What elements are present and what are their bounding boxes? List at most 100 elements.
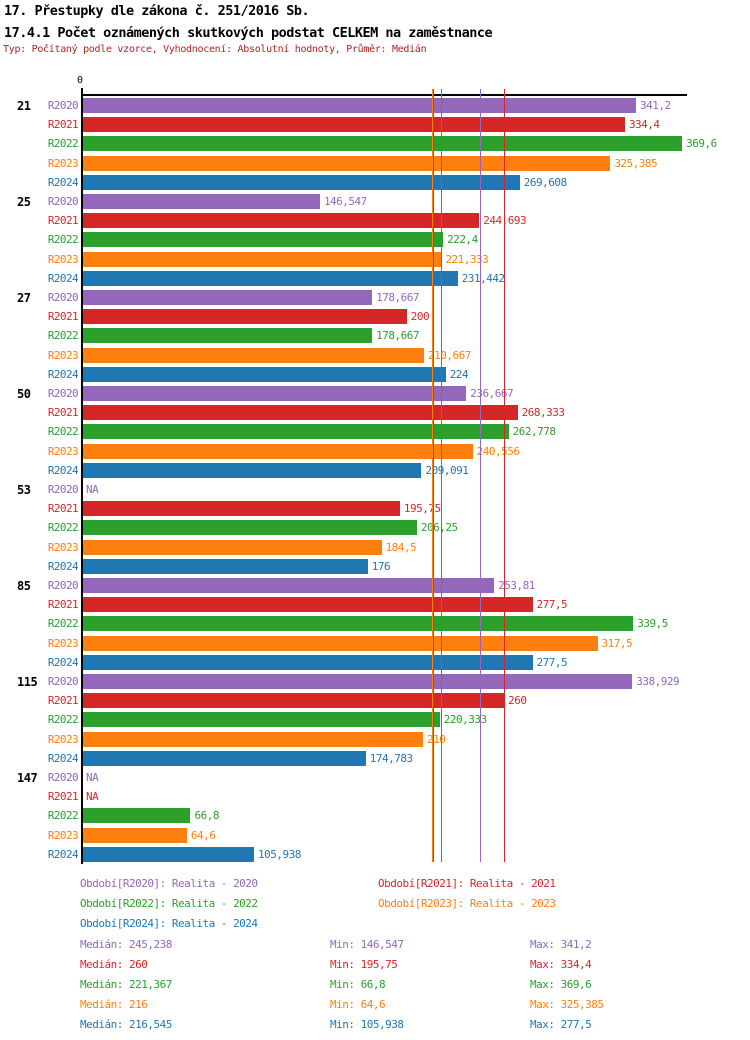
bar-row: R2022 178,667: [0, 326, 750, 345]
series-label: R2020: [47, 291, 79, 305]
stat-median-R2023: Medián: 216: [80, 998, 148, 1011]
value-label: 210: [426, 732, 446, 746]
stat-min-R2024: Min: 105,938: [330, 1018, 404, 1031]
stat-min-R2022: Min: 66,8: [330, 978, 386, 991]
bar-R2023: [82, 731, 423, 747]
value-label: 200: [410, 310, 430, 324]
value-label: 206,25: [420, 521, 458, 535]
series-label: R2024: [47, 367, 79, 381]
series-label: R2023: [47, 444, 79, 458]
bar-group-53: 53 R2020 NA R2021 195,75 R2022 206,25 R2023 184,…: [0, 480, 750, 576]
legend-entry-R2023: Období[R2023]: Realita - 2023: [378, 897, 556, 910]
series-label: R2022: [47, 329, 79, 343]
bar-R2023: [82, 251, 442, 267]
series-label: R2020: [47, 579, 79, 593]
bar-row: R2021 244,693: [0, 211, 750, 230]
series-label: R2021: [47, 214, 79, 228]
value-label: 178,667: [376, 291, 419, 305]
bar-row: R2024 209,091: [0, 461, 750, 480]
bar-row: R2022 369,6: [0, 134, 750, 153]
value-label: 369,6: [686, 137, 717, 151]
stat-median-R2022: Medián: 221,367: [80, 978, 172, 991]
bar-row: R2022 220,333: [0, 710, 750, 729]
category-label: 27: [17, 290, 31, 305]
series-label: R2024: [47, 847, 79, 861]
value-label: 236,667: [470, 387, 514, 401]
bar-row: R2021 NA: [0, 787, 750, 806]
bar-row: R2024 176: [0, 557, 750, 576]
bar-R2022: [82, 136, 683, 152]
bar-group-147: 147 R2020 NA R2021 NA R2022 66,8 R2023 64,6 R2024…: [0, 768, 750, 864]
bar-R2023: [82, 827, 187, 843]
series-label: R2024: [47, 751, 79, 765]
bar-group-85: 85 R2020 253,81 R2021 277,5 R2022 339,5 R2023 31…: [0, 576, 750, 672]
value-label: 268,333: [521, 406, 565, 420]
bar-row: 53 R2020 NA: [0, 480, 750, 499]
series-label: R2021: [47, 598, 79, 612]
stat-min-R2021: Min: 195,75: [330, 958, 398, 971]
value-label: 240,556: [476, 444, 520, 458]
value-label: 146,547: [323, 195, 367, 209]
series-label: R2020: [47, 771, 79, 785]
value-label: NA: [86, 790, 99, 804]
bar-R2023: [82, 443, 473, 459]
value-label: 262,778: [512, 425, 556, 439]
series-label: R2023: [47, 732, 79, 746]
bar-R2022: [82, 712, 440, 728]
legend-entry-R2020: Období[R2020]: Realita - 2020: [80, 877, 258, 890]
value-label: 209,091: [425, 463, 469, 477]
series-label: R2020: [47, 195, 79, 209]
series-label: R2024: [47, 655, 79, 669]
category-label: 50: [17, 386, 31, 401]
value-label: 231,442: [461, 271, 505, 285]
value-label: 224: [449, 367, 469, 381]
bar-group-21: 21 R2020 341,2 R2021 334,4 R2022 369,6 R2023 325…: [0, 96, 750, 192]
bar-row: R2023 210: [0, 730, 750, 749]
value-label: 334,4: [628, 118, 660, 132]
category-label: 85: [17, 578, 31, 593]
series-label: R2022: [47, 233, 79, 247]
bar-row: R2021 200: [0, 307, 750, 326]
value-label: 66,8: [194, 809, 219, 823]
value-label: 220,333: [443, 713, 487, 727]
median-line-R2024: [433, 89, 435, 862]
value-label: 222,4: [447, 233, 478, 247]
bar-row: R2022 262,778: [0, 422, 750, 441]
series-label: R2024: [47, 463, 79, 477]
bar-R2022: [82, 616, 634, 632]
value-label: 105,938: [258, 847, 301, 861]
series-label: R2021: [47, 118, 79, 132]
stat-max-R2020: Max: 341,2: [530, 938, 592, 951]
bar-R2021: [82, 405, 518, 421]
series-label: R2024: [47, 175, 79, 189]
bar-group-25: 25 R2020 146,547 R2021 244,693 R2022 222,4 R202…: [0, 192, 750, 288]
chart-groups: 21 R2020 341,2 R2021 334,4 R2022 369,6 R2023 325…: [0, 96, 750, 864]
series-label: R2021: [47, 502, 79, 516]
bar-R2020: [82, 290, 373, 306]
series-label: R2021: [47, 790, 79, 804]
axis-line-horizontal: [81, 94, 687, 96]
series-label: R2023: [47, 828, 79, 842]
bar-R2020: [82, 386, 467, 402]
bar-R2024: [82, 654, 533, 670]
category-label: 115: [17, 674, 38, 689]
bar-row: 25 R2020 146,547: [0, 192, 750, 211]
value-label: 178,667: [376, 329, 419, 343]
chart-meta: Typ: Počítaný podle vzorce, Vyhodnocení:…: [3, 44, 427, 55]
bar-row: R2024 231,442: [0, 269, 750, 288]
bar-row: R2021 260: [0, 691, 750, 710]
bar-R2024: [82, 270, 458, 286]
series-label: R2024: [47, 271, 79, 285]
page-title: 17. Přestupky dle zákona č. 251/2016 Sb.: [4, 3, 310, 19]
value-label: 174,783: [369, 751, 413, 765]
series-label: R2022: [47, 425, 79, 439]
value-label: 244,693: [483, 214, 527, 228]
value-label: 253,81: [498, 579, 535, 593]
bar-row: R2021 277,5: [0, 595, 750, 614]
bar-row: 50 R2020 236,667: [0, 384, 750, 403]
series-label: R2022: [47, 713, 79, 727]
bar-row: R2024 269,608: [0, 173, 750, 192]
axis-zero-label: 0: [77, 75, 84, 86]
value-label: 317,5: [601, 636, 633, 650]
series-label: R2021: [47, 694, 79, 708]
